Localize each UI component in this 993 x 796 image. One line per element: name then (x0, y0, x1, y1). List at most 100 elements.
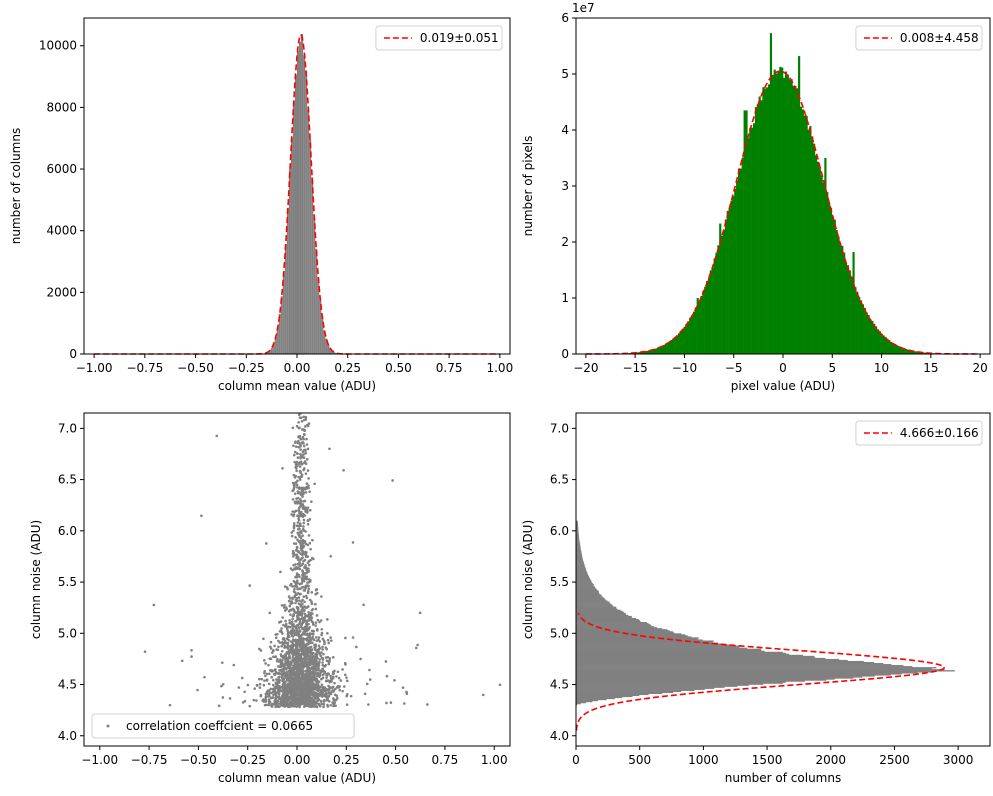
scatter-point (290, 682, 293, 686)
histogram-bar (576, 560, 584, 562)
scatter-point (286, 682, 290, 686)
histogram-bars (260, 34, 342, 355)
scatter-point (300, 582, 303, 585)
histogram-bar (873, 323, 876, 354)
scatter-point (297, 527, 300, 531)
histogram-bar (576, 541, 580, 543)
scatter-point (279, 702, 282, 706)
scatter-point (302, 518, 306, 522)
scatter-point (305, 575, 309, 579)
scatter-point (282, 690, 286, 693)
histogram-bar (798, 56, 801, 355)
scatter-point (303, 700, 306, 703)
scatter-point (296, 491, 300, 495)
y-tick-label: 7.0 (550, 421, 569, 435)
scatter-point (282, 670, 285, 673)
histogram-bar (576, 610, 623, 613)
scatter-point (341, 689, 344, 693)
scatter-point (321, 637, 325, 641)
histogram-bar (576, 661, 875, 664)
histogram-bar (749, 127, 752, 354)
scatter-point (271, 649, 275, 652)
scatter-point (296, 640, 300, 643)
x-tick-label: 1500 (752, 753, 783, 767)
histogram-bar (813, 143, 816, 354)
scatter-point (301, 569, 304, 572)
scatter-point (303, 574, 306, 578)
histogram-bar (576, 593, 600, 595)
scatter-point (280, 627, 283, 630)
histogram-bar (299, 41, 302, 354)
histogram-bar (290, 138, 293, 354)
scatter-point (302, 585, 305, 589)
scatter-point (317, 672, 321, 675)
histogram-bar (741, 157, 744, 354)
scatter-point (305, 511, 309, 514)
y-tick-label: 7.0 (58, 421, 77, 435)
scatter-point (289, 567, 293, 570)
scatter-point (336, 670, 340, 674)
scatter-point (274, 633, 278, 636)
histogram-bar (893, 343, 896, 354)
scatter-point (297, 657, 300, 661)
scatter-point (272, 693, 275, 697)
scatter-point (299, 462, 303, 466)
scatter-point (221, 696, 225, 699)
histogram-bar (576, 555, 583, 557)
scatter-point (292, 444, 295, 448)
scatter-point (322, 700, 326, 703)
histogram-bar (576, 549, 581, 551)
scatter-point (289, 613, 292, 616)
histogram-bar (576, 672, 918, 674)
scatter-point (267, 682, 271, 686)
scatter-point (317, 644, 321, 648)
scatter-point (295, 524, 299, 528)
histogram-bar (914, 351, 917, 354)
histogram-bar (910, 350, 913, 354)
histogram-bar (303, 55, 306, 354)
histogram-bar (576, 613, 627, 616)
scatter-point (313, 648, 317, 651)
scatter-point (264, 700, 268, 703)
scatter-point (300, 690, 304, 693)
scatter-point (302, 504, 305, 508)
scatter-point (286, 695, 290, 699)
scatter-point (304, 644, 308, 648)
scatter-point (294, 441, 297, 445)
scatter-point (291, 426, 295, 430)
histogram-bar (576, 691, 674, 694)
scatter-point (282, 606, 286, 609)
scatter-point (285, 691, 288, 695)
legend-box (375, 25, 503, 51)
scatter-point (293, 587, 296, 591)
scatter-point (300, 473, 304, 477)
scatter-point (307, 610, 310, 614)
scatter-point (326, 655, 330, 659)
histogram-bar (792, 85, 795, 355)
histogram-bar (734, 188, 737, 354)
scatter-point (252, 698, 256, 702)
scatter-point (271, 678, 275, 682)
scatter-point (282, 680, 285, 683)
histogram-bar (796, 88, 799, 354)
histogram-bar (576, 627, 658, 629)
panel-bottom-right: 0 500 1000 1500 2000 2500 3000 4.0 4.5 5.0 5.5 6.0 6… (521, 412, 991, 785)
scatter-point (277, 645, 280, 649)
histogram-bar (645, 350, 649, 354)
legend-box (91, 713, 355, 739)
scatter-point (297, 611, 300, 615)
scatter-point (317, 647, 321, 651)
scatter-points (143, 413, 502, 709)
x-tick-label: −0.50 (177, 361, 214, 375)
scatter-point (283, 666, 287, 670)
histogram-bar (826, 192, 829, 354)
scatter-point (304, 418, 308, 421)
scatter-point (302, 521, 306, 525)
scatter-point (278, 696, 281, 700)
scatter-point (295, 469, 298, 473)
histogram-bar (576, 520, 578, 522)
scatter-point (295, 553, 299, 557)
histogram-bar (276, 327, 279, 354)
x-tick-label: −1.00 (76, 361, 113, 375)
histogram-bar (576, 697, 615, 700)
